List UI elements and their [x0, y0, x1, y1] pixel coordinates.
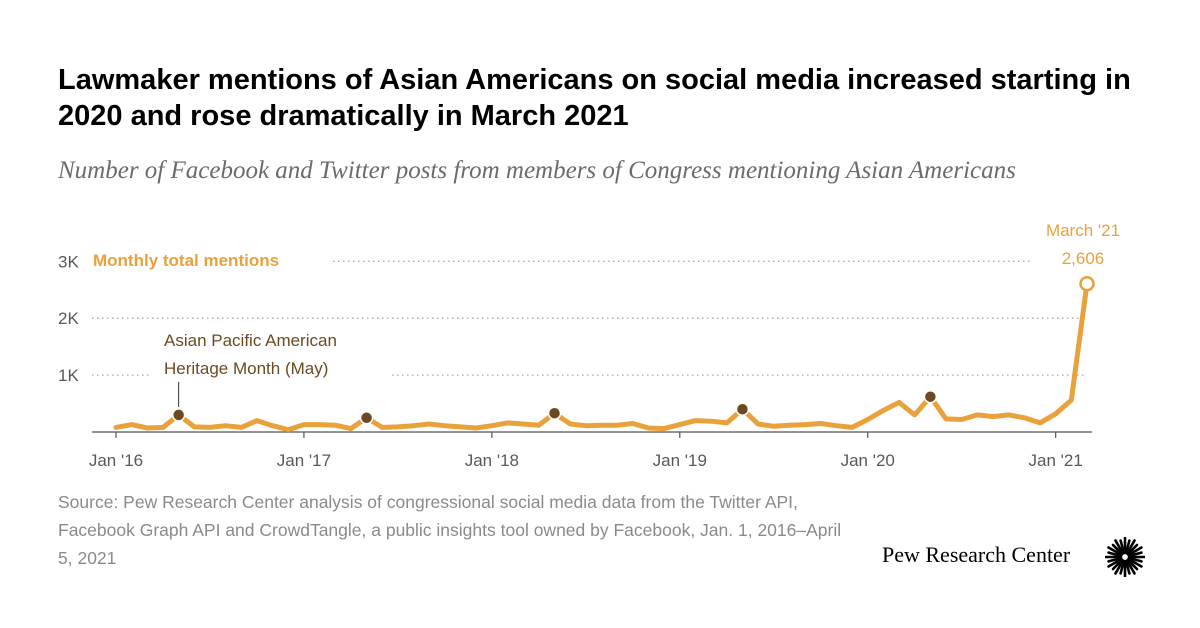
peak-month-label: March '21 — [1046, 221, 1120, 240]
series-line-monthly-mentions — [113, 281, 1090, 433]
axes: 1K 2K 3K Jan '16 Jan '17 Jan '18 Jan '19 Jan '2… — [58, 252, 1092, 470]
chart-title: Lawmaker mentions of Asian Americans on … — [58, 64, 1131, 132]
heritage-month-marker — [359, 411, 374, 425]
x-tick-label: Jan '19 — [653, 451, 707, 470]
heritage-month-marker — [735, 402, 750, 416]
grid-lines — [92, 260, 1085, 376]
heritage-month-marker — [547, 406, 562, 420]
series-label: Monthly total mentions — [93, 251, 279, 270]
heritage-month-label-line2: Heritage Month (May) — [164, 359, 328, 378]
heritage-month-label-line1: Asian Pacific American — [164, 331, 337, 350]
x-tick-label: Jan '16 — [89, 451, 143, 470]
x-tick-label: Jan '17 — [277, 451, 331, 470]
annotations: Monthly total mentions Asian Pacific Amer… — [93, 221, 1120, 407]
y-tick-label: 2K — [58, 309, 79, 328]
x-tick-label: Jan '21 — [1029, 451, 1083, 470]
x-tick-label: Jan '20 — [841, 451, 895, 470]
x-tick-label: Jan '18 — [465, 451, 519, 470]
peak-value-label: 2,606 — [1062, 249, 1105, 268]
heritage-month-marker — [171, 408, 186, 422]
y-tick-label: 1K — [58, 366, 79, 385]
series-line — [113, 281, 1090, 433]
peak-marker — [1079, 275, 1095, 292]
chart-subtitle: Number of Facebook and Twitter posts fro… — [58, 157, 1016, 184]
sunburst-logo-icon — [1105, 537, 1145, 577]
brand-name: Pew Research Center — [882, 542, 1071, 567]
heritage-month-marker — [923, 389, 938, 404]
y-tick-label: 3K — [58, 252, 79, 271]
markers — [171, 275, 1095, 425]
source-note: Source: Pew Research Center analysis of … — [58, 492, 842, 568]
